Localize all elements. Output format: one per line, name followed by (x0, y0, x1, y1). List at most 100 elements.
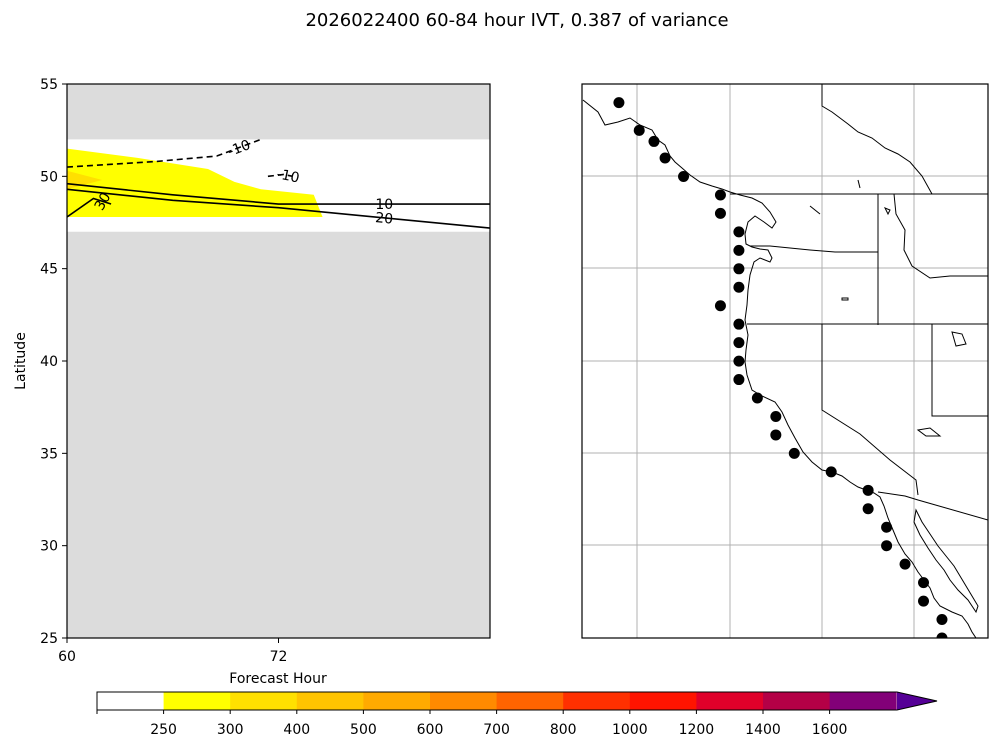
us-mexico-border (877, 491, 988, 521)
coastline (582, 99, 977, 638)
colorbar-tick-label: 300 (217, 722, 244, 738)
washington-oregon-border (750, 245, 878, 253)
map-point (936, 614, 948, 626)
y-axis-label: Latitude (13, 332, 29, 390)
contour-label: 30 (92, 190, 115, 213)
lake (883, 207, 891, 216)
y-tick-label: 30 (40, 539, 58, 555)
map-point (862, 503, 874, 515)
california-nevada-border (821, 324, 919, 496)
colorbar-cell (230, 692, 298, 710)
colorbar-tick-label: 1600 (812, 722, 848, 738)
lake (809, 205, 821, 215)
map-gridlines (582, 84, 988, 638)
map-borders (582, 84, 988, 638)
map-point (825, 466, 837, 478)
map-point (714, 189, 726, 201)
map-point (648, 135, 660, 147)
map-point (714, 207, 726, 219)
map-point (770, 410, 782, 422)
masked-region (67, 231, 490, 638)
lake (841, 297, 849, 301)
lake (916, 427, 942, 437)
colorbar-cell (363, 692, 431, 710)
map-point (788, 447, 800, 459)
map-point (733, 226, 745, 238)
masked-region (67, 84, 490, 140)
colorbar-tick-label: 250 (150, 722, 177, 738)
contour-label: 10 (375, 197, 393, 213)
figure-title: 2026022400 60-84 hour IVT, 0.387 of vari… (305, 10, 728, 31)
nevada-utah-border (931, 324, 988, 417)
y-tick-label: 50 (40, 169, 58, 185)
colorbar-cell (696, 692, 764, 710)
contour-label: -10 (275, 166, 301, 186)
map-point (733, 374, 745, 386)
colorbar-tick-label: 1200 (679, 722, 715, 738)
map-point (633, 124, 645, 136)
map-point (881, 521, 893, 533)
map-point (881, 540, 893, 552)
map-points (613, 97, 948, 638)
colorbar-tick-label: 400 (283, 722, 310, 738)
map-point (770, 429, 782, 441)
colorbar-cell (496, 692, 564, 710)
map-point (733, 337, 745, 349)
contour-line (67, 138, 262, 168)
colorbar-tick-label: 500 (350, 722, 377, 738)
colorbar-cell (163, 692, 231, 710)
lake (857, 179, 861, 189)
lake (951, 331, 967, 347)
colorbar: 250 300 400 500 600 700 800 1000 1200 1400 1600 (96, 691, 938, 738)
gulf-of-california-coast (913, 508, 979, 614)
colorbar-outline (96, 691, 938, 711)
contour-label: -10 (226, 137, 253, 160)
map-point (862, 484, 874, 496)
map-point (733, 355, 745, 367)
x-axis-label: Forecast Hour (229, 671, 327, 687)
ivt-filled-region (67, 148, 323, 217)
map-point (936, 632, 948, 638)
x-tick-label: 60 (58, 649, 76, 665)
map-point (733, 263, 745, 275)
colorbar-tick-label: 700 (483, 722, 510, 738)
colorbar-cell (430, 692, 498, 710)
contour-line (67, 182, 490, 205)
y-tick-label: 25 (40, 631, 58, 647)
map-point (899, 558, 911, 570)
map-point (918, 577, 930, 589)
contour-line (67, 188, 490, 229)
map-panel (581, 83, 989, 639)
map-point (659, 152, 671, 164)
colorbar-tick-label: 800 (550, 722, 577, 738)
map-point (714, 300, 726, 312)
idaho-montana-border (893, 193, 988, 279)
colorbar-cell (829, 692, 897, 710)
x-tick-label: 72 (270, 649, 288, 665)
y-tick-label: 55 (40, 77, 58, 93)
map-point (733, 318, 745, 330)
colorbar-tick-label: 1000 (612, 722, 648, 738)
map-point (678, 171, 690, 182)
y-tick-label: 35 (40, 446, 58, 462)
map-axes-frame (581, 83, 989, 639)
y-tick-label: 40 (40, 354, 58, 370)
colorbar-cell (296, 692, 364, 710)
contour-line (267, 173, 293, 178)
contour-label: 20 (375, 210, 394, 228)
canada-province-border (821, 84, 933, 195)
colorbar-extend-arrow (897, 692, 937, 710)
y-tick-label: 45 (40, 262, 58, 278)
map-point (733, 281, 745, 293)
colorbar-cell (563, 692, 631, 710)
colorbar-cell (629, 692, 697, 710)
colorbar-cell (97, 692, 165, 710)
map-point (733, 244, 745, 256)
colorbar-tick-label: 600 (417, 722, 444, 738)
map-point (918, 595, 930, 607)
map-point (613, 97, 625, 109)
colorbar-cell (763, 692, 831, 710)
map-point (751, 392, 763, 404)
